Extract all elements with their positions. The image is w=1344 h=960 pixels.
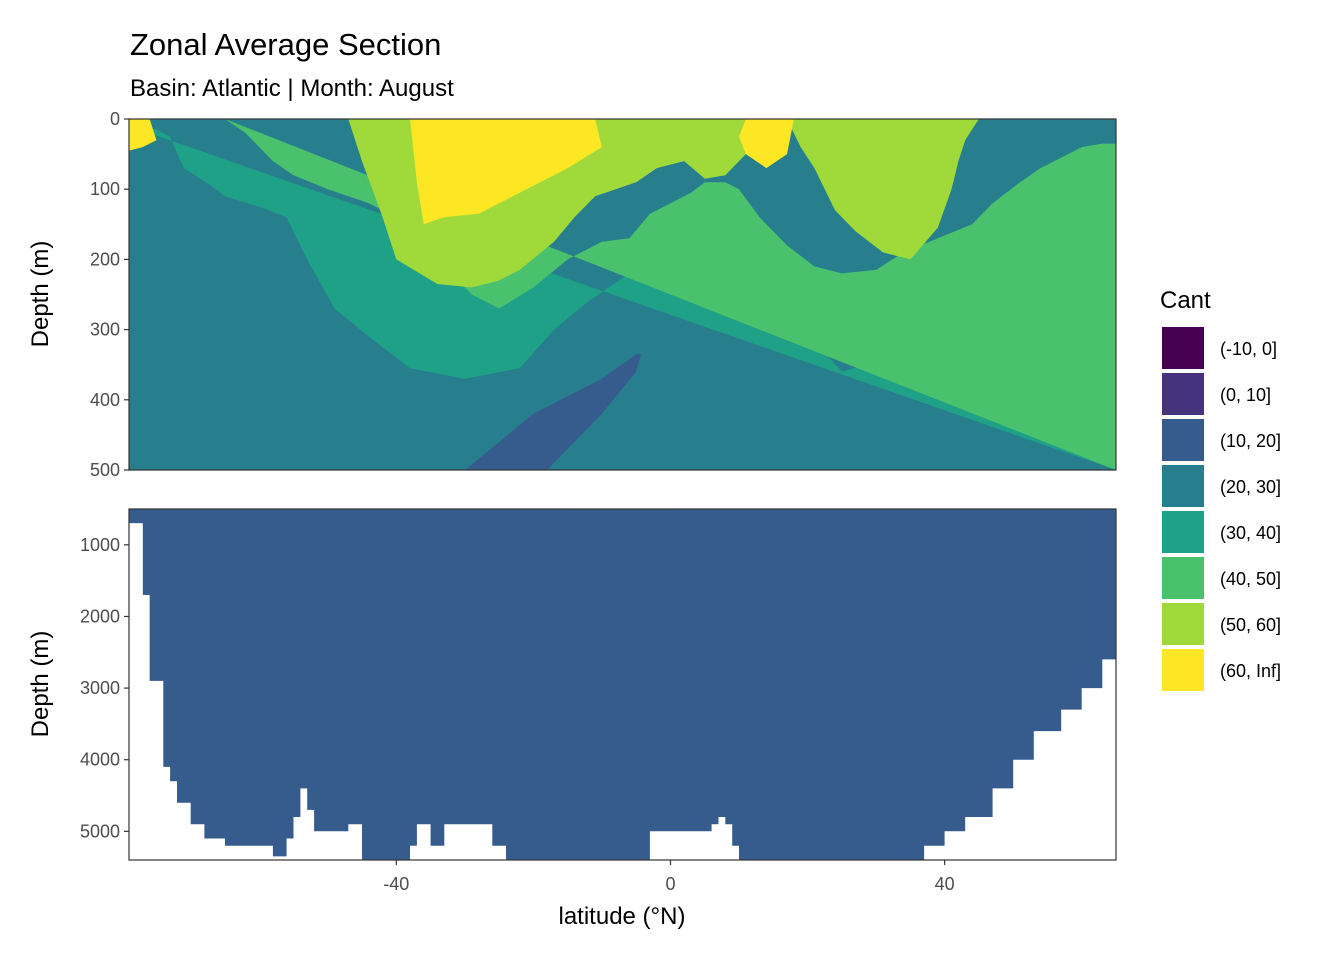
legend-swatch [1162,327,1204,369]
land-mask-left [129,523,143,860]
panel-border [128,118,1117,471]
contour-region-upper-10 [787,119,979,260]
legend-label: (0, 10] [1220,385,1271,405]
legend-title: Cant [1160,287,1211,314]
y-tick-label: 100 [90,179,120,199]
y-tick-label: 500 [90,460,120,480]
x-tick-label: -40 [383,874,409,894]
chart-subtitle: Basin: Atlantic | Month: August [130,75,454,102]
y-tick-label: 300 [90,320,120,340]
x-axis-title: latitude (°N) [559,903,686,930]
y-tick-label: 400 [90,390,120,410]
legend-label: (10, 20] [1220,431,1281,451]
legend-label: (20, 30] [1220,477,1281,497]
legend-swatch [1162,465,1204,507]
y-tick-label: 4000 [80,750,120,770]
legend-swatch [1162,603,1204,645]
x-tick-label: 40 [935,874,955,894]
x-tick-label: 0 [665,874,675,894]
contour-region-lower-4 [129,509,1116,860]
legend-label: (50, 60] [1220,615,1281,635]
panel-upper: 0 100 200 300 400 500 [90,109,1117,480]
legend-label: (-10, 0] [1220,339,1277,359]
y-tick-label: 3000 [80,678,120,698]
legend-swatch [1162,419,1204,461]
legend-swatch [1162,557,1204,599]
legend-label: (60, Inf] [1220,661,1281,681]
contour-region-upper-14 [862,138,904,155]
legend-swatch [1162,511,1204,553]
legend-label: (40, 50] [1220,569,1281,589]
legend-swatch [1162,649,1204,691]
contour-region-upper-13 [739,119,794,169]
contour-region-upper-7 [129,126,1116,470]
legend-label: (30, 40] [1220,523,1281,543]
y-tick-label: 2000 [80,606,120,626]
y-axis-title-lower: Depth (m) [27,631,54,738]
contour-region-upper-5 [197,217,225,470]
panel-lower: 1000 2000 3000 4000 5000 -40 0 40 [80,508,1117,894]
y-axis-title-upper: Depth (m) [27,241,54,348]
contour-region-upper-11 [410,119,602,225]
contour-region-upper-4 [183,234,376,470]
y-tick-label: 0 [110,109,120,129]
seafloor-mask [129,523,1116,860]
legend: Cant (-10, 0] (0, 10] (10, 20] (20, 30] (30,… [1160,287,1281,691]
y-tick-label: 5000 [80,821,120,841]
panel-border [128,508,1117,861]
chart-title: Zonal Average Section [130,27,441,62]
land-mask-left-step [142,594,150,860]
legend-swatch [1162,373,1204,415]
contour-region-upper-12 [129,119,157,151]
y-tick-label: 1000 [80,535,120,555]
y-tick-label: 200 [90,249,120,269]
